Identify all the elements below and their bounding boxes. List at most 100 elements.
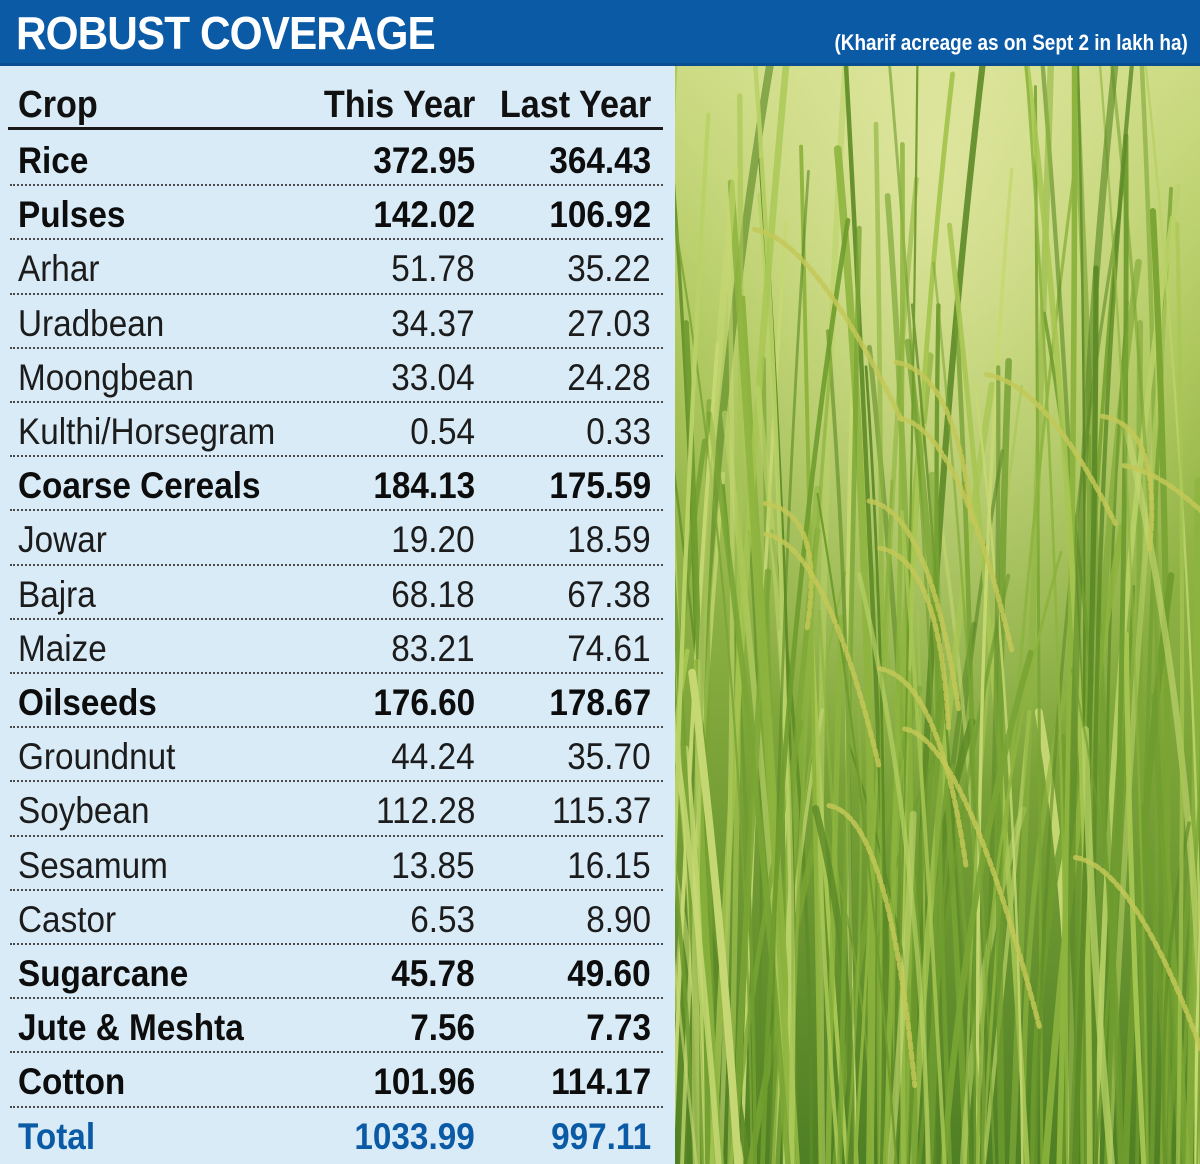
last-year-value-cell: 7.73 xyxy=(586,1007,651,1049)
row-divider xyxy=(10,509,663,512)
row-divider xyxy=(10,671,663,674)
rice-grain-head xyxy=(876,666,969,868)
last-year-value-cell: 997.11 xyxy=(550,1115,651,1157)
rice-blade xyxy=(760,218,851,1164)
rice-blade xyxy=(973,382,1024,1164)
row-divider xyxy=(10,400,663,403)
this-year-value-cell: 68.18 xyxy=(391,573,475,615)
crop-name-cell: Maize xyxy=(18,627,107,669)
last-year-value-cell: 74.61 xyxy=(567,627,651,669)
this-year-value-cell: 0.54 xyxy=(410,411,475,452)
rice-grain-head xyxy=(762,500,814,633)
row-divider xyxy=(10,1105,663,1108)
rice-blade xyxy=(1071,265,1099,1164)
row-divider xyxy=(10,997,663,1000)
rice-blade xyxy=(675,858,697,1164)
rice-blade xyxy=(856,572,931,1164)
last-year-value-cell: 364.43 xyxy=(549,140,651,181)
table-row: Cotton 101.96 114.17 xyxy=(0,1053,675,1108)
row-divider xyxy=(10,1051,663,1054)
rice-blade xyxy=(909,688,946,1164)
rice-blade xyxy=(691,166,739,1164)
rice-blade xyxy=(932,261,996,1164)
this-year-value-cell: 372.95 xyxy=(373,140,475,181)
this-year-value-cell: 6.53 xyxy=(410,898,475,940)
rice-blade xyxy=(1175,221,1185,1164)
crop-name-cell: Jute & Meshta xyxy=(18,1007,244,1049)
this-year-value-cell: 7.56 xyxy=(410,1007,475,1049)
this-year-value-cell: 184.13 xyxy=(373,465,475,507)
row-divider xyxy=(10,238,663,241)
rice-blade xyxy=(1067,66,1119,1164)
this-year-value-cell: 1033.99 xyxy=(354,1115,475,1157)
table-row: Groundnut 44.24 35.70 xyxy=(0,728,675,783)
this-year-value-cell: 19.20 xyxy=(391,519,475,561)
row-divider xyxy=(10,184,663,187)
table-row: Uradbean 34.37 27.03 xyxy=(0,295,675,349)
rice-blade xyxy=(978,365,1001,1164)
rice-blade xyxy=(1123,428,1200,1087)
rice-grain-head xyxy=(877,545,951,731)
rice-blade xyxy=(1177,765,1200,1164)
rice-blade xyxy=(853,479,894,1164)
row-divider xyxy=(10,780,663,783)
rice-blade xyxy=(876,176,919,1164)
crop-name-cell: Kulthi/Horsegram xyxy=(18,411,276,452)
last-year-value-cell: 27.03 xyxy=(567,302,651,344)
table-row: Bajra 68.18 67.38 xyxy=(0,566,675,620)
rice-blade xyxy=(727,179,796,1164)
table-row: Coarse Cereals 184.13 175.59 xyxy=(0,457,675,512)
row-divider xyxy=(10,617,663,620)
rice-grain-head xyxy=(893,359,976,527)
column-header-this-year: This Year xyxy=(323,84,475,126)
rice-blade xyxy=(675,957,698,1164)
rice-grain-head xyxy=(826,803,918,1089)
rice-grain-head xyxy=(1099,413,1155,552)
rice-blade xyxy=(1185,477,1200,1164)
last-year-value-cell: 49.60 xyxy=(567,953,651,994)
table-row: Oilseeds 176.60 178.67 xyxy=(0,674,675,729)
table-row: Total 1033.99 997.11 xyxy=(0,1108,675,1162)
last-year-value-cell: 35.22 xyxy=(567,248,651,290)
table-row: Castor 6.53 8.90 xyxy=(0,891,675,945)
rice-blade xyxy=(844,699,863,1164)
row-divider xyxy=(10,888,663,891)
rice-blade xyxy=(925,471,943,1164)
rice-blade xyxy=(864,365,886,1164)
last-year-value-cell: 175.59 xyxy=(549,465,651,507)
rice-blade xyxy=(1123,631,1147,1164)
chart-subtitle: (Kharif acreage as on Sept 2 in lakh ha) xyxy=(834,30,1188,55)
table-row: Jute & Meshta 7.56 7.73 xyxy=(0,999,675,1054)
this-year-value-cell: 44.24 xyxy=(391,736,475,778)
crop-name-cell: Soybean xyxy=(18,790,150,832)
last-year-value-cell: 16.15 xyxy=(567,844,651,886)
table-row: Kulthi/Horsegram 0.54 0.33 xyxy=(0,403,675,458)
this-year-value-cell: 101.96 xyxy=(373,1061,475,1103)
table-row: Rice 372.95 364.43 xyxy=(0,132,675,187)
rice-grain-head xyxy=(896,415,1015,653)
crop-name-cell: Arhar xyxy=(18,248,100,290)
rice-blade xyxy=(1081,726,1115,1164)
rice-blade xyxy=(816,492,898,1164)
crop-name-cell: Castor xyxy=(18,898,117,940)
rice-blade xyxy=(837,225,862,1164)
column-header-crop: Crop xyxy=(18,84,98,126)
rice-blade xyxy=(675,740,694,1020)
table-row: Soybean 112.28 115.37 xyxy=(0,782,675,837)
rice-blade xyxy=(996,357,1012,1164)
last-year-value-cell: 35.70 xyxy=(567,736,651,778)
header-rule xyxy=(8,127,663,130)
chart-title: ROBUST COVERAGE xyxy=(16,7,436,59)
crop-name-cell: Jowar xyxy=(18,519,107,561)
rice-grain-head xyxy=(984,372,1118,527)
rice-blade xyxy=(675,112,711,909)
last-year-value-cell: 106.92 xyxy=(549,194,651,236)
row-divider xyxy=(10,292,663,295)
rice-blade xyxy=(1024,66,1069,1164)
row-divider xyxy=(10,942,663,945)
crop-name-cell: Uradbean xyxy=(18,302,165,344)
row-divider xyxy=(10,726,663,729)
this-year-value-cell: 34.37 xyxy=(391,302,475,344)
last-year-value-cell: 18.59 xyxy=(567,519,651,561)
row-divider xyxy=(10,346,663,349)
